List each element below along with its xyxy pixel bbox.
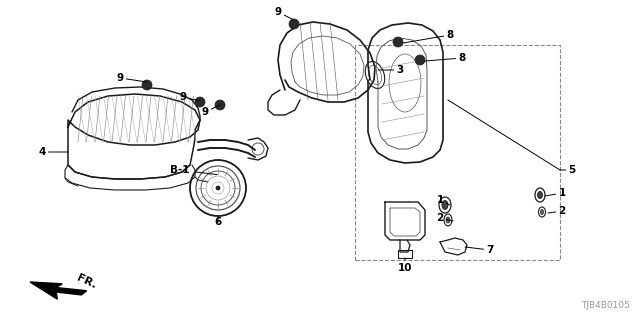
Text: 9: 9 [116,73,147,83]
Circle shape [415,55,425,65]
Ellipse shape [442,201,448,210]
Circle shape [216,186,220,190]
Text: 8: 8 [403,30,454,43]
Text: 2: 2 [436,213,453,223]
Text: 9: 9 [179,92,200,102]
Text: TJB4B0105: TJB4B0105 [581,301,630,310]
Ellipse shape [541,210,543,214]
Text: 9: 9 [275,7,294,20]
Text: 4: 4 [38,147,68,157]
Text: 5: 5 [560,165,575,175]
Ellipse shape [446,217,450,223]
Text: 3: 3 [378,65,404,75]
Text: FR.: FR. [75,273,98,291]
Text: 2: 2 [548,206,566,216]
Text: 7: 7 [465,245,493,255]
Text: B-1: B-1 [170,165,217,175]
Circle shape [142,80,152,90]
Ellipse shape [538,191,543,198]
Bar [355,45,560,260]
Circle shape [195,97,205,107]
Text: 1: 1 [545,188,566,198]
Text: 10: 10 [397,258,412,273]
Text: 1: 1 [436,195,450,205]
Circle shape [215,100,225,110]
Circle shape [289,19,299,29]
Text: 9: 9 [202,105,220,117]
Text: 6: 6 [214,216,221,227]
Polygon shape [30,282,86,299]
Circle shape [393,37,403,47]
Text: 8: 8 [425,53,466,63]
